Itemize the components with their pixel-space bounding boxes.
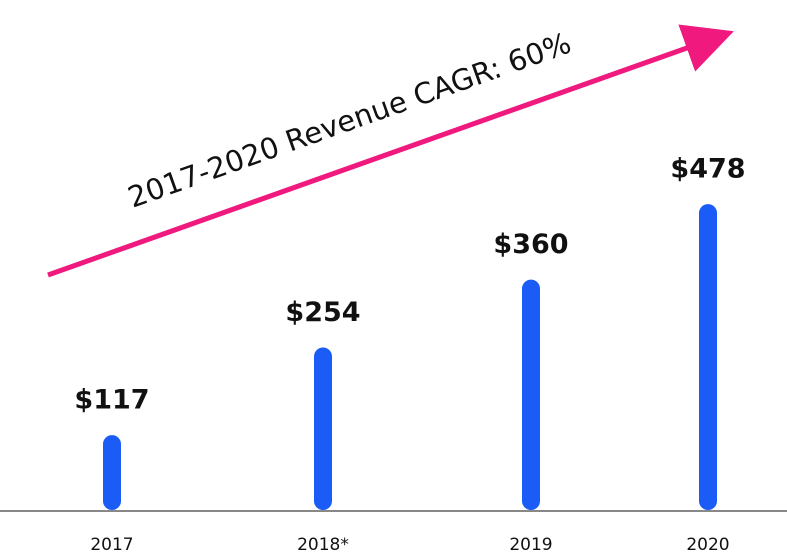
annotation: 2017-2020 Revenue CAGR: 60% [123, 26, 575, 215]
cagr-arrow [47, 24, 734, 278]
x-tick-label: 2019 [509, 535, 552, 555]
value-label: $117 [74, 385, 149, 416]
x-tick-label: 2018* [297, 535, 349, 555]
x-tick-label: 2020 [686, 535, 729, 555]
bar [314, 347, 332, 510]
bar [699, 204, 717, 510]
bar [522, 279, 540, 510]
value-label: $360 [493, 229, 568, 260]
value-label: $254 [285, 297, 360, 328]
x-tick-label: 2017 [90, 535, 133, 555]
bar [103, 435, 121, 510]
value-label: $478 [670, 154, 745, 185]
